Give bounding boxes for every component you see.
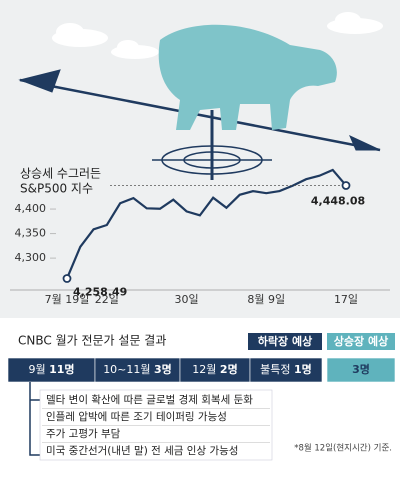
line [65, 168, 347, 279]
reason: 주가 고평가 부담 [46, 428, 121, 440]
legend-box [248, 333, 322, 350]
segment-name: 9월 [28, 363, 49, 376]
value-label: 4,258.49 [73, 285, 127, 298]
survey-title: CNBC 월가 전문가 설문 결과 [18, 334, 166, 348]
legend-label: 하락장 예상 [258, 334, 312, 348]
segment-label: 불특정 1명 [260, 362, 312, 376]
x-tick-label: 17일 [334, 292, 358, 306]
point [62, 274, 72, 283]
chart-title: S&P500 지수 [20, 182, 93, 196]
footnote: *8월 12일(현지시간) 기준. [294, 443, 392, 454]
segment-name: 10~11월 [103, 363, 154, 376]
reason: 인플레 압박에 따른 조기 테이퍼링 가능성 [46, 410, 227, 423]
segment [7, 357, 96, 383]
segment-count: 2명 [220, 362, 238, 376]
value-label: 4,448.08 [311, 194, 365, 207]
segment-name: 불특정 [260, 363, 294, 376]
segment-count: 11명 [49, 362, 74, 376]
weathervane [18, 69, 381, 180]
illustration [52, 12, 383, 59]
chart-title: 상승세 수그러든 [20, 167, 101, 181]
segment [179, 357, 251, 383]
segment-count: 1명 [294, 362, 312, 376]
segment-label: 3명 [352, 362, 370, 376]
reason: 델타 변이 확산에 따른 글로벌 경제 회복세 둔화 [46, 393, 253, 406]
segment [249, 357, 323, 383]
legend-box [327, 333, 395, 350]
y-tick-label: 4,400 [15, 202, 47, 215]
segment-label: 12월 2명 [192, 362, 237, 376]
segment-count: 3명 [154, 362, 172, 376]
y-tick-label: 4,350 [15, 227, 47, 240]
x-tick-label: 7월 19일 [45, 292, 90, 306]
segment-name: 12월 [192, 363, 220, 376]
y-tick-label: 4,300 [15, 251, 47, 264]
legend-label: 상승장 예상 [334, 334, 388, 348]
segment [94, 357, 181, 383]
x-tick-label: 8월 9일 [247, 292, 285, 306]
reason: 미국 중간선거(내년 말) 전 세금 인상 가능성 [46, 445, 238, 457]
x-tick-label: 22일 [95, 292, 119, 306]
bracket [29, 382, 40, 456]
segment [326, 357, 396, 383]
segment-count: 3명 [352, 362, 370, 376]
segment-label: 9월 11명 [28, 362, 74, 376]
x-tick-label: 30일 [175, 292, 199, 306]
bear [158, 24, 337, 130]
point [341, 181, 351, 190]
segment-label: 10~11월 3명 [103, 362, 172, 376]
